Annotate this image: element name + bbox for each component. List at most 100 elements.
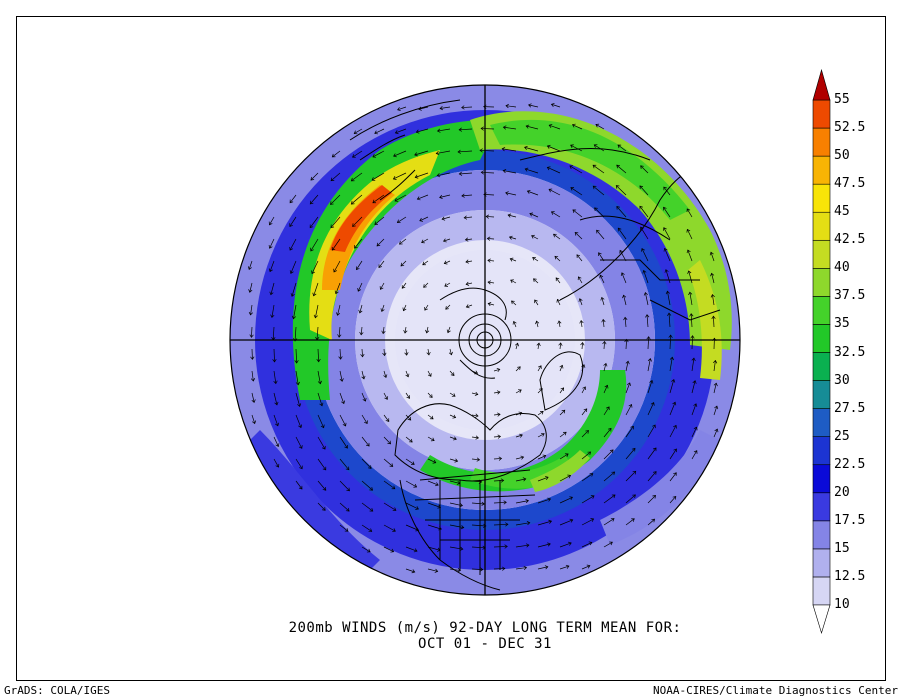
wind-vector-head	[273, 380, 278, 385]
wind-vector-head	[414, 174, 419, 179]
wind-vector	[471, 524, 486, 527]
wind-vector	[449, 524, 464, 528]
wind-vector	[557, 299, 561, 306]
wind-vector-head	[524, 167, 529, 172]
wind-vector-head	[352, 223, 356, 227]
wind-vector-head	[645, 314, 650, 318]
wind-vector	[383, 546, 394, 552]
wind-vector	[317, 392, 323, 406]
wind-vector-head	[610, 518, 615, 522]
wind-vector-head	[366, 548, 371, 553]
wind-vector-head	[299, 465, 303, 470]
wind-vector	[493, 391, 500, 394]
wind-vector-head	[532, 257, 536, 261]
wind-vector	[647, 495, 656, 504]
wind-vector	[669, 425, 677, 438]
wind-vector	[356, 260, 363, 270]
wind-vector	[594, 207, 605, 218]
wind-vector-head	[422, 261, 426, 266]
wind-vector	[393, 172, 407, 180]
wind-vector-head	[672, 401, 677, 406]
wind-vector	[404, 326, 407, 334]
wind-vector	[515, 343, 519, 350]
wind-vector	[405, 524, 419, 531]
wind-vector-head	[640, 165, 644, 169]
wind-vector-head	[631, 518, 635, 522]
wind-vector	[713, 383, 717, 394]
wind-vector-head	[444, 283, 449, 287]
wind-vector	[269, 216, 275, 225]
wind-vector	[578, 276, 583, 284]
wind-vector-head	[436, 173, 441, 178]
wind-vector-head	[453, 436, 457, 441]
wind-vector-head	[435, 151, 440, 156]
wind-vector	[383, 414, 390, 422]
wind-vector	[515, 522, 530, 526]
wind-vector	[471, 480, 482, 483]
wind-vector-head	[693, 403, 698, 407]
wind-vector-head	[274, 401, 279, 406]
wind-vector-head	[378, 264, 383, 268]
wind-vector-head	[394, 130, 399, 135]
wind-vector	[711, 273, 715, 284]
wind-vector-head	[345, 466, 350, 471]
wind-vector-head	[411, 569, 416, 574]
wind-vector	[317, 348, 320, 362]
colorbar-box	[812, 352, 831, 381]
wind-vector-head	[579, 319, 584, 324]
wind-vector	[271, 304, 275, 318]
wind-vector-head	[443, 260, 448, 265]
wind-vector-head	[602, 340, 607, 345]
wind-vector-head	[476, 457, 481, 462]
wind-vector	[493, 458, 502, 460]
wind-vector	[603, 428, 612, 438]
wind-vector-head	[297, 403, 302, 407]
wind-vector-head	[505, 103, 509, 109]
wind-vector-head	[619, 249, 624, 254]
wind-vector-head	[346, 487, 350, 492]
wind-vector	[502, 148, 517, 152]
wind-vector	[273, 414, 279, 426]
wind-vector-head	[601, 318, 606, 323]
wind-vector	[295, 458, 303, 469]
wind-vector	[357, 282, 363, 292]
colorbar-box	[812, 380, 831, 409]
wind-vector-head	[352, 154, 356, 158]
wind-vector-head	[478, 479, 483, 484]
wind-vector-head	[435, 482, 439, 487]
wind-vector-head	[436, 128, 441, 133]
wind-vector	[471, 392, 478, 395]
wind-vector	[603, 471, 615, 482]
wind-vector-head	[424, 306, 428, 311]
wind-vector-head	[632, 470, 637, 475]
wind-vector-head	[628, 403, 633, 408]
wind-vector	[317, 502, 326, 511]
wind-vector	[647, 424, 656, 438]
colorbar-box	[812, 211, 831, 241]
colorbar-label: 17.5	[834, 512, 866, 528]
wind-vector	[667, 291, 671, 306]
wind-vector	[531, 235, 539, 240]
wind-vector-head	[596, 229, 600, 234]
wind-vector	[647, 471, 657, 482]
wind-vector-head	[334, 290, 339, 295]
wind-vector	[317, 480, 327, 491]
wind-vector	[269, 260, 275, 272]
plot-frame	[16, 16, 886, 681]
map-title-line2: OCT 01 - DEC 31	[418, 636, 552, 652]
wind-vector	[510, 279, 517, 284]
wind-vector-head	[616, 206, 620, 210]
wind-vector-head	[428, 394, 433, 398]
colorbar-box	[812, 324, 831, 353]
wind-vector-head	[321, 445, 326, 450]
wind-vector-head	[406, 395, 410, 399]
wind-vector	[599, 275, 605, 284]
wind-vector-head	[421, 239, 425, 244]
wind-vector-head	[460, 525, 465, 530]
wind-vector	[493, 480, 504, 482]
wind-vector-head	[604, 384, 609, 389]
wind-vector-head	[536, 342, 541, 347]
wind-vector-head	[587, 451, 592, 456]
wind-vector-head	[474, 370, 479, 375]
wind-vector-head	[710, 294, 715, 298]
